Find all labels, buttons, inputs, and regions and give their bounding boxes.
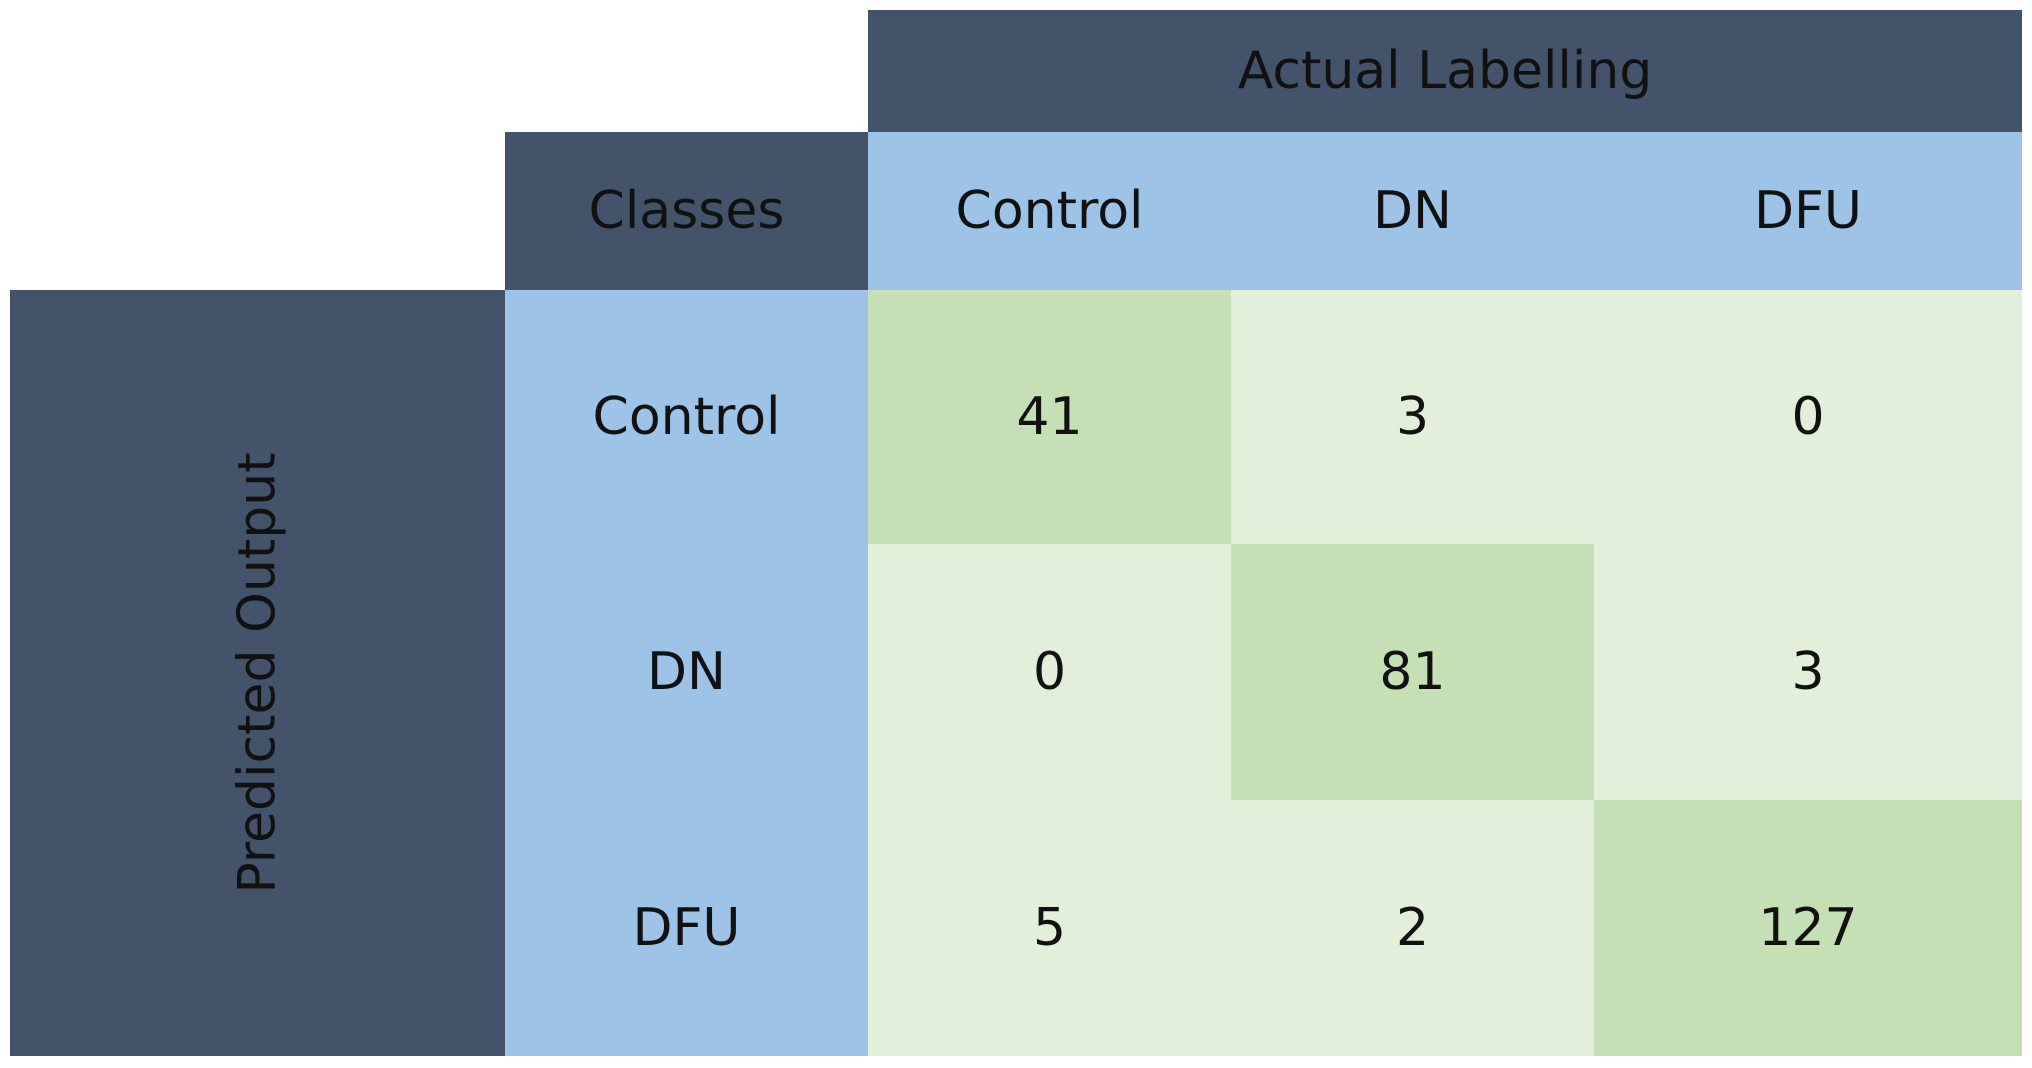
column-header-cell: DFU [1594,132,2022,290]
row-header-cell: Control [505,290,868,544]
matrix-value: 81 [1379,642,1446,702]
matrix-value-cell: 127 [1594,800,2022,1056]
matrix-value-cell: 81 [1231,544,1594,800]
matrix-value: 5 [1032,898,1067,958]
column-header: DN [1373,181,1452,241]
side-header-cell: Predicted Output [10,290,505,1056]
top-header: Actual Labelling [1237,41,1653,101]
top-header-cell: Actual Labelling [868,10,2022,132]
corner-cell: Classes [505,132,868,290]
column-header: Control [955,181,1144,241]
column-header-cell: DN [1231,132,1594,290]
row-header-cell: DFU [505,800,868,1056]
corner-label: Classes [588,181,785,241]
matrix-value-cell: 0 [868,544,1231,800]
matrix-value: 41 [1016,387,1083,447]
matrix-value-cell: 2 [1231,800,1594,1056]
row-header: Control [592,387,781,447]
row-header-cell: DN [505,544,868,800]
matrix-value-cell: 3 [1231,290,1594,544]
matrix-value-cell: 3 [1594,544,2022,800]
matrix-value: 3 [1791,642,1825,702]
column-header: DFU [1753,181,1862,241]
matrix-value: 0 [1032,642,1067,702]
matrix-value: 2 [1395,898,1430,958]
matrix-value-cell: 0 [1594,290,2022,544]
matrix-value: 0 [1791,387,1825,447]
column-header-cell: Control [868,132,1231,290]
matrix-value: 127 [1758,898,1858,958]
row-header: DFU [632,898,741,958]
matrix-value: 3 [1395,387,1430,447]
matrix-value-cell: 5 [868,800,1231,1056]
side-header: Predicted Output [227,452,288,894]
matrix-value-cell: 41 [868,290,1231,544]
row-header: DN [647,642,726,702]
